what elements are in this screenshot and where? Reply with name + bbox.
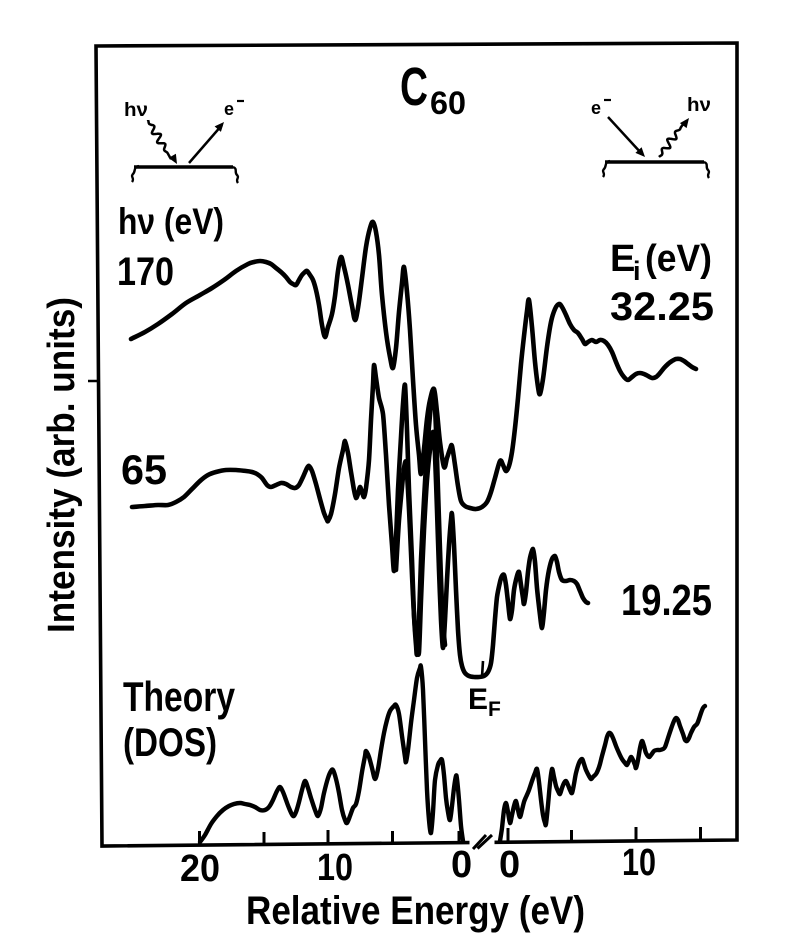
svg-text:60: 60 bbox=[430, 85, 466, 121]
svg-text:20: 20 bbox=[180, 848, 220, 890]
svg-text:hν (eV): hν (eV) bbox=[118, 201, 224, 242]
svg-text:hν: hν bbox=[687, 95, 711, 116]
svg-text:E: E bbox=[610, 238, 635, 280]
svg-text:0: 0 bbox=[451, 844, 472, 886]
svg-text:Intensity (arb. units): Intensity (arb. units) bbox=[41, 297, 83, 633]
svg-text:e: e bbox=[224, 99, 234, 119]
svg-text:e: e bbox=[591, 98, 601, 118]
svg-text:(eV): (eV) bbox=[645, 238, 712, 280]
svg-text:C: C bbox=[400, 57, 428, 117]
svg-text:10: 10 bbox=[622, 842, 656, 884]
svg-text:E: E bbox=[468, 683, 488, 716]
svg-text:i: i bbox=[633, 256, 641, 286]
svg-text:10: 10 bbox=[317, 847, 353, 889]
svg-text:hν: hν bbox=[124, 100, 148, 121]
svg-text:F: F bbox=[488, 698, 501, 721]
svg-text:65: 65 bbox=[121, 446, 167, 493]
svg-text:19.25: 19.25 bbox=[621, 576, 712, 625]
svg-text:(DOS): (DOS) bbox=[123, 721, 217, 765]
svg-text:Relative Energy (eV): Relative Energy (eV) bbox=[246, 889, 585, 933]
svg-text:0: 0 bbox=[499, 844, 520, 886]
svg-text:32.25: 32.25 bbox=[610, 285, 714, 329]
svg-text:170: 170 bbox=[117, 250, 174, 294]
svg-text:Theory: Theory bbox=[123, 673, 236, 720]
